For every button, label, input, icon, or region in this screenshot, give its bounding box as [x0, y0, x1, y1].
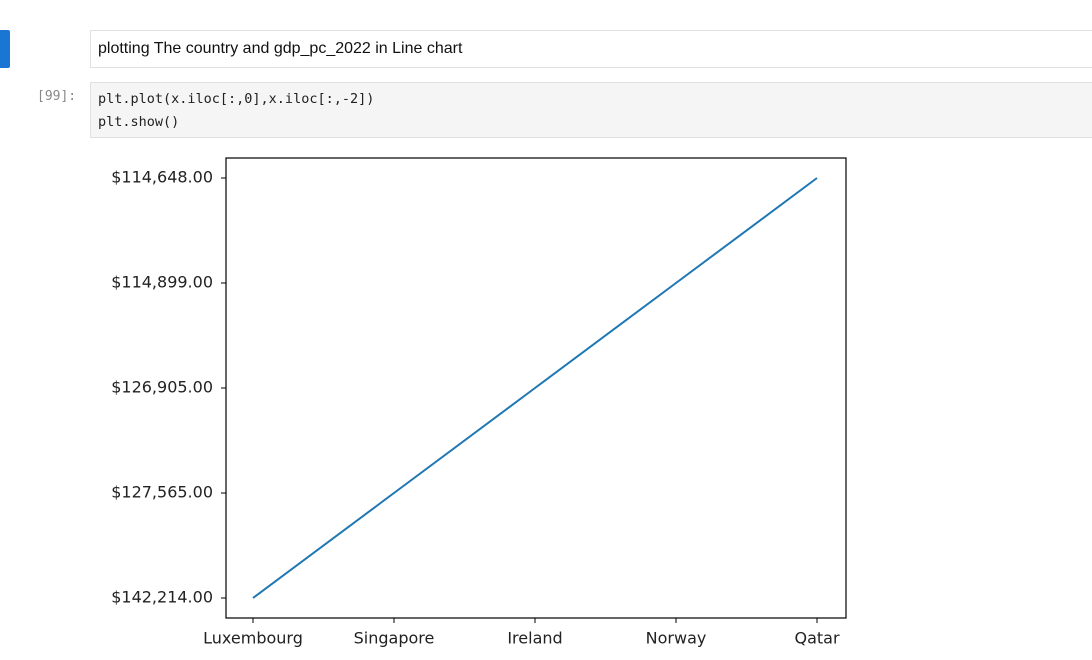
x-tick-label: Luxembourg — [203, 629, 303, 648]
y-tick-label: $127,565.00 — [111, 483, 213, 502]
code-cell[interactable]: plt.plot(x.iloc[:,0],x.iloc[:,-2]) plt.s… — [90, 82, 1092, 138]
x-tick-label: Singapore — [354, 629, 435, 648]
code-line: plt.show() — [98, 114, 180, 130]
x-tick-label: Norway — [646, 629, 707, 648]
cell-prompt: [99]: — [37, 89, 77, 104]
active-cell-indicator — [0, 30, 10, 68]
code-line: plt.plot(x.iloc[:,0],x.iloc[:,-2]) — [98, 91, 375, 107]
markdown-cell[interactable]: plotting The country and gdp_pc_2022 in … — [90, 30, 1092, 68]
x-tick-label: Qatar — [794, 629, 839, 648]
y-tick-label: $126,905.00 — [111, 378, 213, 397]
y-tick-label: $142,214.00 — [111, 588, 213, 607]
y-tick-label: $114,899.00 — [111, 273, 213, 292]
y-tick-label: $114,648.00 — [111, 168, 213, 187]
line-series — [252, 177, 818, 599]
x-tick-label: Ireland — [507, 629, 562, 648]
